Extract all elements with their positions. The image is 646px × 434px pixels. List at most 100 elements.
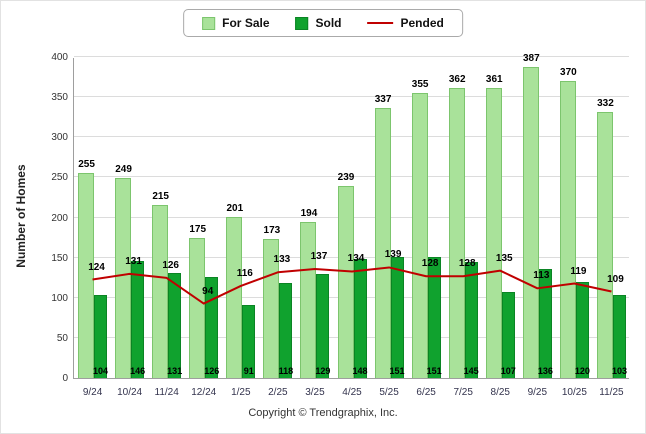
for-sale-value-label: 249 — [115, 164, 132, 176]
gridline — [74, 56, 629, 57]
sold-bar — [501, 292, 515, 378]
sold-bar — [612, 295, 626, 378]
sold-bar — [316, 274, 330, 378]
sold-value-label: 118 — [278, 366, 294, 376]
sold-swatch-icon — [295, 16, 309, 30]
x-tick-label: 1/25 — [231, 387, 251, 398]
sold-value-label: 104 — [93, 366, 109, 376]
legend-item-for-sale: For Sale — [202, 16, 270, 30]
x-tick-label: 4/25 — [342, 387, 362, 398]
for-sale-value-label: 255 — [78, 159, 95, 171]
legend-label-pended: Pended — [400, 16, 444, 30]
for-sale-bar — [522, 67, 539, 378]
sold-value-label: 131 — [167, 366, 183, 376]
pended-line — [92, 266, 612, 305]
sold-value-label: 151 — [426, 366, 442, 376]
sold-value-label: 126 — [204, 366, 220, 376]
sold-bar — [353, 259, 367, 378]
sold-bar — [131, 260, 145, 378]
plot-area: 0 50 100 150 200 250 300 350 400 255 104 124 9/24 249… — [51, 52, 629, 398]
y-tick-label: 150 — [51, 252, 68, 264]
sold-value-label: 129 — [315, 366, 331, 376]
sold-bar — [464, 261, 478, 378]
sold-bar — [242, 304, 256, 378]
sold-bar — [575, 281, 589, 378]
pended-value-label: 116 — [236, 267, 253, 279]
for-sale-bar — [152, 205, 169, 378]
for-sale-bar — [596, 111, 613, 378]
x-tick-label: 11/25 — [599, 387, 624, 398]
for-sale-bar — [485, 88, 502, 378]
for-sale-value-label: 361 — [485, 74, 503, 86]
x-tick-label: 2/25 — [268, 387, 288, 398]
pended-value-label: 119 — [570, 265, 587, 277]
for-sale-bar — [78, 173, 95, 378]
y-tick-label: 400 — [51, 52, 68, 63]
for-sale-value-label: 332 — [597, 97, 614, 109]
legend-item-sold: Sold — [295, 16, 342, 30]
sold-value-label: 120 — [574, 366, 590, 376]
for-sale-bar — [448, 87, 465, 378]
for-sale-bar — [374, 107, 391, 378]
x-tick-label: 5/25 — [379, 387, 399, 398]
for-sale-value-label: 362 — [448, 73, 466, 85]
sold-bar — [390, 256, 404, 378]
sold-value-label: 136 — [537, 366, 553, 376]
x-tick-label: 6/25 — [416, 387, 436, 398]
pended-value-label: 128 — [421, 258, 439, 270]
pended-value-label: 134 — [347, 253, 365, 265]
for-sale-value-label: 355 — [411, 79, 429, 91]
x-tick-label: 12/24 — [191, 387, 217, 398]
for-sale-value-label: 175 — [189, 223, 207, 235]
y-tick-label: 100 — [51, 292, 68, 304]
gridline — [74, 176, 629, 178]
for-sale-bar — [226, 216, 243, 378]
for-sale-swatch-icon — [202, 16, 216, 30]
x-tick-label: 8/25 — [490, 387, 510, 398]
pended-value-label: 126 — [162, 259, 179, 271]
for-sale-bar — [300, 222, 317, 378]
sold-bar — [94, 294, 108, 378]
x-tick-label: 9/25 — [527, 387, 548, 398]
pended-value-label: 139 — [384, 249, 402, 261]
for-sale-value-label: 194 — [300, 208, 318, 220]
pended-value-label: 124 — [88, 261, 105, 273]
y-axis-title: Number of Homes — [14, 164, 28, 268]
legend-label-sold: Sold — [315, 16, 342, 30]
sold-value-label: 91 — [243, 366, 254, 376]
for-sale-value-label: 387 — [522, 53, 540, 65]
for-sale-bar — [189, 237, 206, 378]
for-sale-bar — [337, 186, 354, 378]
pended-value-label: 131 — [125, 255, 142, 267]
pended-value-label: 113 — [533, 270, 550, 282]
for-sale-value-label: 239 — [337, 172, 355, 184]
sold-value-label: 107 — [500, 366, 516, 376]
for-sale-bar — [559, 81, 576, 378]
x-tick-label: 3/25 — [305, 387, 325, 398]
for-sale-value-label: 173 — [263, 225, 281, 237]
sold-bar — [168, 272, 182, 378]
pended-line-swatch-icon — [367, 22, 394, 24]
legend-item-pended: Pended — [367, 16, 444, 30]
pended-value-label: 135 — [495, 252, 513, 264]
y-tick-label: 250 — [51, 172, 68, 184]
pended-value-label: 109 — [607, 273, 624, 285]
pended-value-label: 133 — [273, 254, 291, 266]
sold-value-label: 103 — [611, 366, 627, 376]
x-tick-label: 9/24 — [82, 387, 103, 398]
copyright-text: Copyright © Trendgraphix, Inc. — [248, 407, 398, 419]
gridline — [74, 96, 629, 98]
for-sale-bar — [411, 93, 428, 378]
y-tick-label: 350 — [51, 92, 68, 104]
sold-value-label: 146 — [130, 366, 146, 376]
sold-bar — [538, 268, 552, 378]
x-tick-label: 10/24 — [117, 387, 143, 398]
x-tick-label: 10/25 — [561, 387, 587, 398]
sold-value-label: 151 — [389, 366, 405, 376]
pended-value-label: 128 — [458, 258, 476, 270]
sold-value-label: 145 — [463, 366, 479, 376]
gridline — [74, 136, 629, 138]
x-tick-label: 11/24 — [154, 387, 179, 398]
sold-value-label: 148 — [352, 366, 368, 376]
